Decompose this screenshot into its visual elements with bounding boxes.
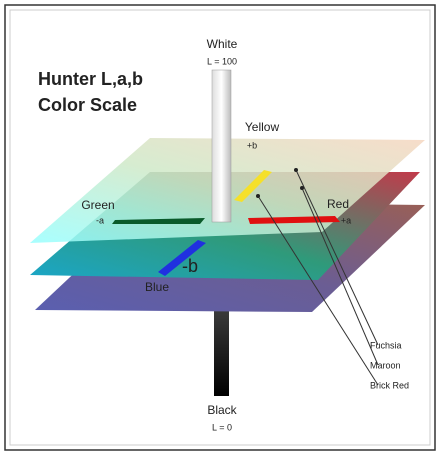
callout: Fuchsia [370, 340, 402, 350]
axis-label: White [207, 37, 238, 51]
axis-sign: +a [341, 215, 351, 225]
callout: Brick Red [370, 380, 409, 390]
axis-label: Blue [145, 280, 169, 294]
axis-sign: -a [96, 215, 104, 225]
point [256, 194, 260, 198]
axis-value: L = 0 [212, 422, 232, 432]
point [300, 186, 304, 190]
axis-sign: -b [182, 256, 198, 276]
diagram: Hunter L,a,b Color Scale White L = 100 Y… [0, 0, 440, 455]
callout: Maroon [370, 360, 401, 370]
axis-sign: +b [247, 140, 257, 150]
white-column [212, 70, 231, 222]
axis-label: Black [207, 403, 237, 417]
point [294, 168, 298, 172]
axis-label: Yellow [245, 120, 280, 134]
axis-label: Red [327, 197, 349, 211]
axis-value: L = 100 [207, 56, 237, 66]
title-line: Color Scale [38, 95, 137, 115]
axis-label: Green [81, 198, 114, 212]
title-line: Hunter L,a,b [38, 69, 143, 89]
